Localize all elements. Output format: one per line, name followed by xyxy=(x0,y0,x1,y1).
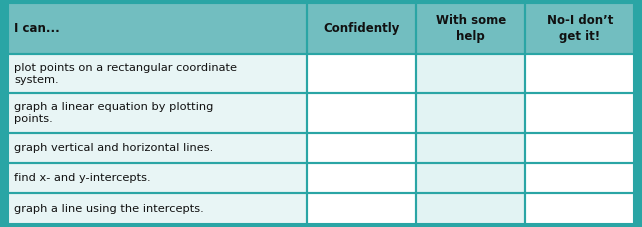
Bar xyxy=(416,163,525,193)
Bar xyxy=(416,133,525,163)
Bar xyxy=(416,54,525,94)
Text: graph a linear equation by plotting
points.: graph a linear equation by plotting poin… xyxy=(14,102,214,124)
Bar xyxy=(416,3,525,54)
Bar xyxy=(525,3,634,54)
Bar xyxy=(308,193,416,224)
Bar xyxy=(416,54,525,94)
Bar xyxy=(8,163,308,193)
Text: find x- and y-intercepts.: find x- and y-intercepts. xyxy=(14,173,151,183)
Bar xyxy=(308,163,416,193)
Bar xyxy=(416,94,525,133)
Bar xyxy=(525,163,634,193)
Bar xyxy=(525,193,634,224)
Bar xyxy=(308,3,416,54)
Bar xyxy=(8,193,308,224)
Bar xyxy=(308,133,416,163)
Bar xyxy=(416,3,525,54)
Bar xyxy=(308,133,416,163)
Text: plot points on a rectangular coordinate
system.: plot points on a rectangular coordinate … xyxy=(14,63,237,85)
Bar xyxy=(416,133,525,163)
Bar xyxy=(8,94,308,133)
Text: I can...: I can... xyxy=(14,22,60,35)
Bar xyxy=(8,54,308,94)
Bar xyxy=(8,193,308,224)
Bar xyxy=(8,3,308,54)
Bar xyxy=(525,54,634,94)
Bar xyxy=(525,163,634,193)
Bar xyxy=(525,54,634,94)
Bar xyxy=(308,54,416,94)
Bar xyxy=(8,3,308,54)
Bar xyxy=(416,94,525,133)
Bar xyxy=(308,163,416,193)
Bar xyxy=(308,54,416,94)
Bar xyxy=(8,163,308,193)
Bar xyxy=(525,3,634,54)
Bar xyxy=(416,163,525,193)
Text: graph a line using the intercepts.: graph a line using the intercepts. xyxy=(14,204,204,214)
Bar xyxy=(525,94,634,133)
Text: No-I don’t
get it!: No-I don’t get it! xyxy=(546,14,613,43)
Bar xyxy=(308,94,416,133)
Bar xyxy=(525,133,634,163)
Bar xyxy=(308,94,416,133)
Bar xyxy=(8,94,308,133)
Text: With some
help: With some help xyxy=(436,14,506,43)
Text: Confidently: Confidently xyxy=(324,22,400,35)
Bar xyxy=(8,133,308,163)
Bar xyxy=(8,54,308,94)
Bar xyxy=(416,193,525,224)
Bar xyxy=(8,133,308,163)
Text: graph vertical and horizontal lines.: graph vertical and horizontal lines. xyxy=(14,143,213,153)
Bar xyxy=(525,193,634,224)
Bar xyxy=(416,193,525,224)
Bar xyxy=(308,193,416,224)
Bar xyxy=(525,94,634,133)
Bar xyxy=(308,3,416,54)
Bar xyxy=(525,133,634,163)
